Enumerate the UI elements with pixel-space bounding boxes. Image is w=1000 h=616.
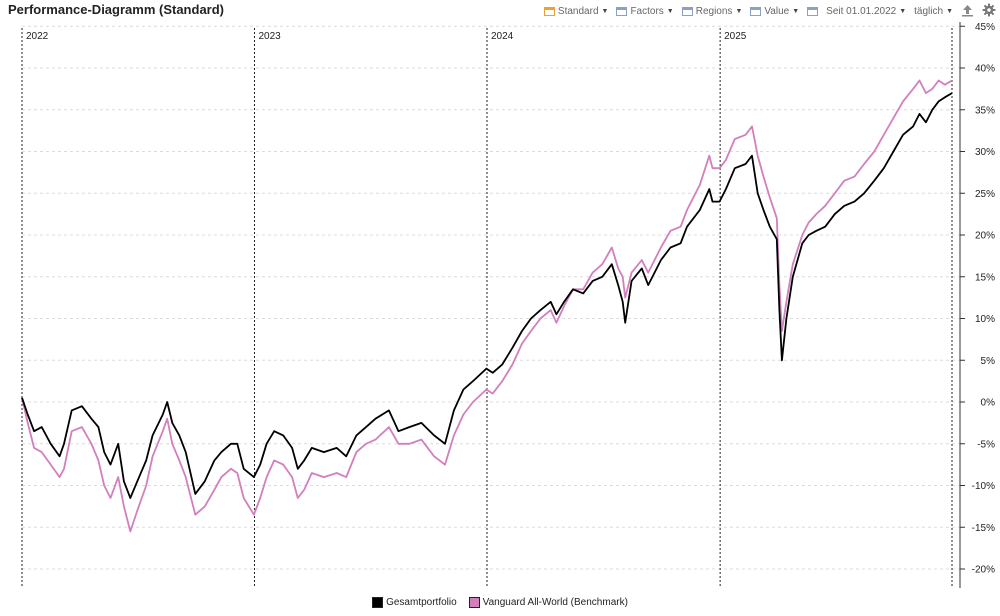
- series-lines: [21, 79, 953, 533]
- y-tick-label: 40%: [975, 64, 995, 75]
- y-tick-label: -10%: [972, 481, 995, 492]
- year-marker-label: 2025: [724, 31, 747, 42]
- year-marker-label: 2023: [259, 31, 282, 42]
- value-label: Value: [764, 6, 790, 17]
- y-tick-label: -20%: [972, 565, 995, 576]
- legend-swatch-portfolio: [372, 597, 384, 608]
- chart-view-icon: [543, 7, 555, 16]
- chart-view-icon: [750, 7, 762, 16]
- y-tick-label: 30%: [975, 147, 995, 158]
- page-title: Performance-Diagramm (Standard): [8, 2, 224, 17]
- factors-label: Factors: [630, 6, 664, 17]
- y-tick-label: 10%: [975, 314, 995, 325]
- value-button[interactable]: Value ▼: [750, 6, 799, 17]
- legend-item-benchmark[interactable]: Vanguard All-World (Benchmark): [468, 597, 628, 608]
- y-tick-label: 45%: [975, 22, 995, 33]
- year-markers: 2022 2023 2024 2025: [21, 28, 953, 588]
- y-tick-label: 0%: [981, 398, 996, 409]
- gear-icon[interactable]: [982, 3, 996, 20]
- y-tick-label: 25%: [975, 189, 995, 200]
- chevron-down-icon: ▼: [735, 8, 743, 15]
- interval-selector[interactable]: täglich ▼: [914, 6, 953, 17]
- upload-icon[interactable]: [961, 4, 974, 20]
- chart-view-icon: [616, 7, 628, 16]
- standard-view-button[interactable]: Standard ▼: [543, 6, 609, 17]
- regions-label: Regions: [695, 6, 733, 17]
- legend-label-portfolio: Gesamtportfolio: [386, 597, 457, 608]
- standard-view-label: Standard: [557, 6, 599, 17]
- y-tick-label: 5%: [981, 356, 996, 367]
- legend-label-benchmark: Vanguard All-World (Benchmark): [482, 597, 628, 608]
- chevron-down-icon: ▼: [792, 8, 800, 15]
- since-date-selector[interactable]: Seit 01.01.2022 ▼: [826, 6, 906, 17]
- series-line-portfolio: [21, 92, 953, 499]
- chart-toolbar: Standard ▼ Factors ▼ Regions ▼ Value ▼ S…: [543, 3, 996, 20]
- y-tick-label: 15%: [975, 272, 995, 283]
- chart-legend: Gesamtportfolio Vanguard All-World (Benc…: [0, 597, 1000, 608]
- y-axis: 45% 40% 35% 30% 25% 20% 15% 10% 5% 0% -5% -10% -15% -…: [959, 22, 996, 588]
- since-date-label: Seit 01.01.2022: [826, 6, 897, 17]
- chevron-down-icon: ▼: [666, 8, 674, 15]
- chart-view-icon: [681, 7, 693, 16]
- y-tick-label: 35%: [975, 105, 995, 116]
- year-marker-label: 2024: [491, 31, 514, 42]
- legend-item-portfolio[interactable]: Gesamtportfolio: [372, 597, 457, 608]
- y-tick-label: 20%: [975, 231, 995, 242]
- y-tick-label: -15%: [972, 523, 995, 534]
- calendar-icon[interactable]: [807, 7, 819, 16]
- legend-swatch-benchmark: [468, 597, 480, 608]
- year-marker-label: 2022: [26, 31, 49, 42]
- series-line-benchmark: [21, 79, 953, 533]
- chevron-down-icon: ▼: [946, 8, 953, 15]
- interval-label: täglich: [914, 6, 944, 17]
- chevron-down-icon: ▼: [899, 8, 907, 15]
- chevron-down-icon: ▼: [601, 8, 609, 15]
- y-tick-label: -5%: [977, 439, 995, 450]
- regions-button[interactable]: Regions ▼: [681, 6, 743, 17]
- gridlines: [22, 25, 960, 570]
- factors-button[interactable]: Factors ▼: [616, 6, 674, 17]
